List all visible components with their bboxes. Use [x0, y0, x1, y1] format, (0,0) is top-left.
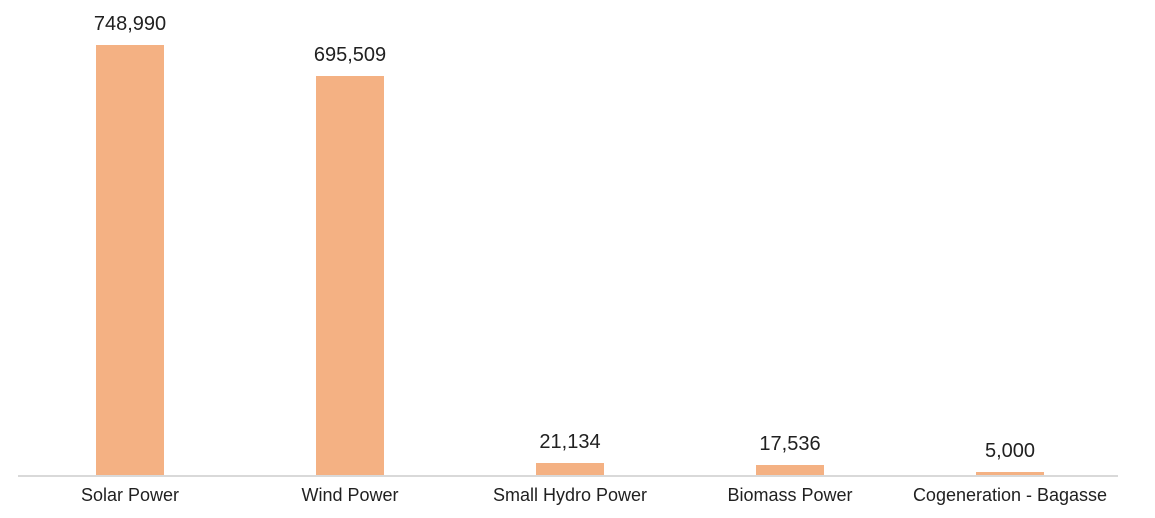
bar-value-label: 695,509: [313, 43, 387, 66]
bar: [536, 462, 604, 475]
bar-column: 17,536: [680, 0, 900, 475]
bar-column: 5,000: [900, 0, 1120, 475]
bar: [96, 45, 164, 475]
bar: [756, 464, 824, 475]
bar-value-label: 5,000: [984, 440, 1036, 463]
bar-value-label: 748,990: [93, 13, 167, 35]
x-axis-category-label: Wind Power: [301, 485, 399, 505]
bar-column: 21,134: [460, 0, 680, 475]
x-axis-category-label: Biomass Power: [727, 485, 853, 505]
x-axis-category-label: Small Hydro Power: [492, 485, 648, 505]
bar: [316, 75, 384, 475]
bar-value-label: 21,134: [539, 430, 601, 453]
bar-column: 695,509: [240, 0, 460, 475]
x-axis-labels: Solar Power Wind Power Small Hydro Power Bi…: [20, 483, 1120, 508]
plot-area: 748,990 695,509 21,134 17,536 5,000: [20, 0, 1120, 475]
bar-value-label: 17,536: [759, 432, 821, 455]
x-axis-line: [18, 475, 1118, 477]
x-axis-category-label: Solar Power: [80, 485, 180, 505]
bar: [976, 472, 1044, 475]
x-axis-category-label: Cogeneration - Bagasse: [912, 485, 1108, 505]
bar-column: 748,990: [20, 0, 240, 475]
